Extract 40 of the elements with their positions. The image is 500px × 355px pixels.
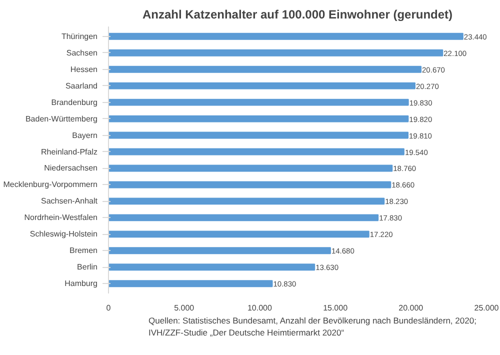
y-tick-label: Sachsen (66, 48, 98, 58)
y-tick-label: Saarland (65, 81, 98, 90)
bar (108, 198, 385, 205)
y-tick-label: Sachsen-Anhalt (41, 196, 98, 206)
bar (108, 32, 464, 40)
y-tick-label: Thüringen (61, 32, 98, 41)
bar (108, 164, 393, 172)
y-tick-label: Bremen (69, 246, 98, 256)
bar (108, 230, 370, 238)
y-tick-label: Bayern (72, 130, 98, 140)
bar (108, 280, 273, 288)
y-tick-label: Berlin (77, 262, 98, 272)
chart-title: Anzahl Katzenhalter auf 100.000 Einwohner (gerundet) (142, 8, 453, 22)
bar (108, 181, 392, 188)
bar (108, 115, 409, 122)
bar (108, 247, 331, 254)
bar (108, 132, 409, 139)
y-tick-label: Niedersachsen (44, 164, 98, 173)
bar (108, 264, 316, 271)
x-tick-label: 15.000 (323, 304, 348, 312)
source-note: Quellen: Statistisches Bundesamt, Anzahl der Bevölkerung nach Bundesländern, 2020; IVH/ZZF-Studie „Der Deutsche Heimtiermarkt 2020“ (148, 316, 476, 338)
y-tick-label: Mecklenburg-Vorpommern (3, 180, 98, 190)
x-tick-label: 20.000 (398, 304, 424, 312)
y-tick-label: Schleswig-Holstein (30, 230, 98, 239)
y-tick-label: Nordrhein-Westfalen (24, 213, 98, 222)
bar (108, 98, 409, 106)
bar (108, 82, 416, 90)
x-tick-label: 0 (106, 304, 112, 312)
y-tick-label: Rheinland-Pfalz (41, 147, 98, 156)
y-tick-label: Hamburg (64, 279, 98, 288)
y-tick-label: Brandenburg (51, 98, 98, 107)
y-tick-label: Hessen (70, 64, 98, 74)
bar (108, 66, 422, 73)
y-tick-label: Baden-Württemberg (25, 114, 98, 124)
bar (108, 214, 379, 222)
bar (108, 49, 444, 56)
x-tick-label: 25.000 (474, 304, 500, 312)
bar (108, 148, 404, 156)
x-tick-label: 5.000 (174, 304, 195, 312)
x-tick-label: 10.000 (247, 304, 272, 312)
